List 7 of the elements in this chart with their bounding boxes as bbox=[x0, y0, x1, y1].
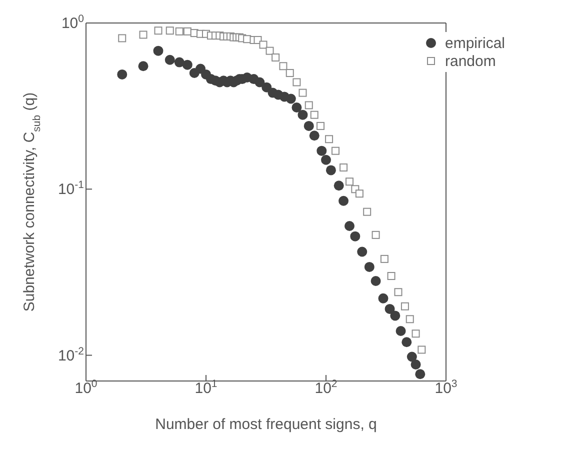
y-tick-label: 10$^{-2}$ bbox=[58, 345, 84, 364]
legend-label: empirical bbox=[445, 34, 506, 52]
y-tick-label: 10$^{0}$ bbox=[61, 13, 84, 32]
y-tick-label: 10$^{-1}$ bbox=[58, 179, 84, 198]
x-tick-label: 10$^{3}$ bbox=[434, 378, 458, 397]
x-axis-title: Number of most frequent signs, q bbox=[155, 416, 377, 433]
legend-label: random bbox=[445, 52, 496, 70]
